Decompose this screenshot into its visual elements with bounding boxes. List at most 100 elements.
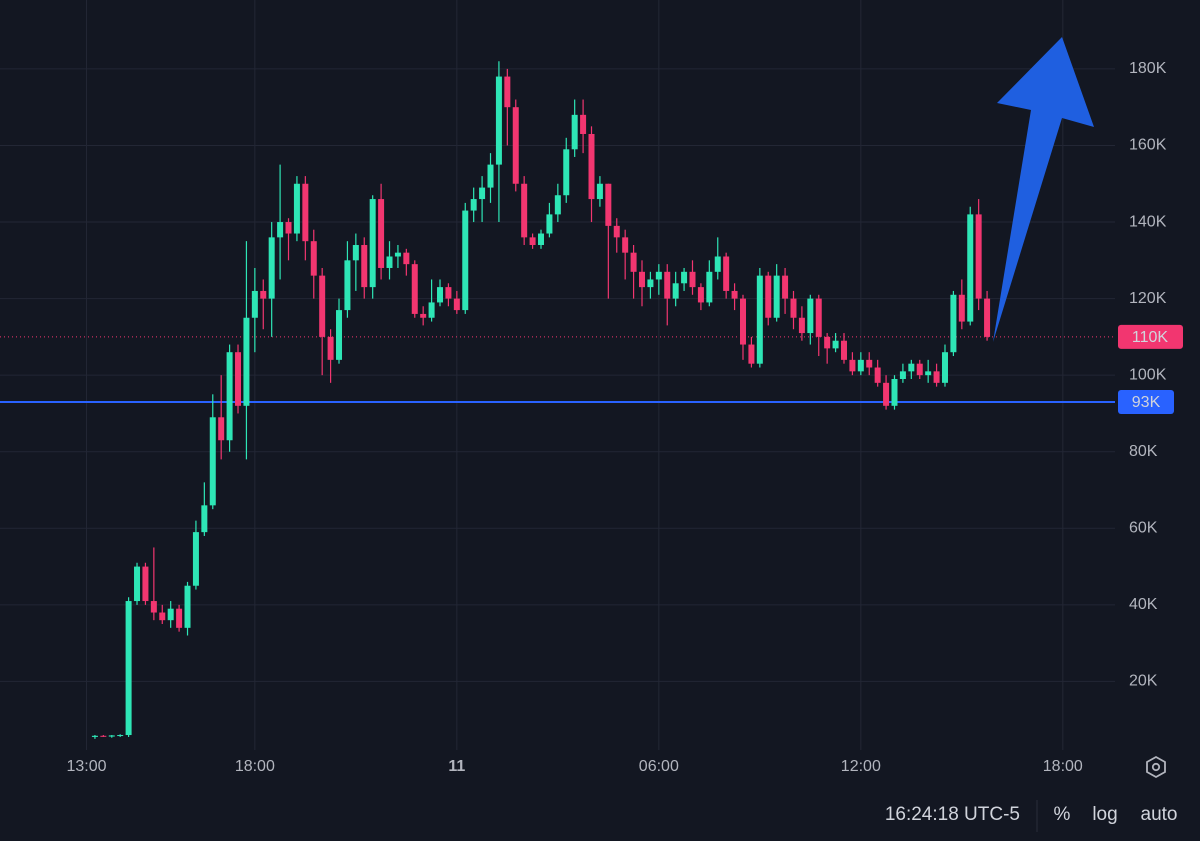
candle-body	[613, 225, 620, 238]
clock: 16:24:18 UTC-5	[885, 804, 1020, 825]
candle-body	[209, 417, 216, 506]
candle-body	[984, 298, 991, 337]
candle-body	[765, 275, 772, 318]
y-tick-label: 40K	[1129, 596, 1158, 613]
candle-body	[790, 298, 797, 318]
arrow-annotation	[993, 37, 1094, 342]
candle-body	[184, 585, 191, 628]
candle-body	[386, 256, 393, 268]
candle-body	[411, 264, 418, 314]
candle-body	[647, 279, 654, 288]
candle-body	[100, 735, 107, 737]
candle-body	[681, 271, 688, 284]
candle-body	[327, 336, 334, 360]
candle-body	[883, 382, 890, 406]
candle-body	[672, 283, 679, 299]
candle-body	[226, 352, 233, 441]
candle-body	[933, 371, 940, 383]
candle-body	[470, 199, 477, 211]
candle-body	[588, 133, 595, 200]
candle-body	[908, 363, 915, 372]
candle-body	[218, 417, 225, 441]
candle-body	[655, 271, 662, 280]
candle-body	[352, 245, 359, 261]
candle-body	[689, 271, 696, 288]
candle-body	[142, 566, 149, 602]
y-tick-label: 120K	[1129, 290, 1167, 307]
candle-body	[462, 210, 469, 311]
candle-body	[639, 271, 646, 288]
candle-body	[857, 359, 864, 372]
candle-body	[849, 359, 856, 372]
candle-body	[495, 76, 502, 165]
candle-body	[277, 222, 284, 238]
candle-body	[445, 287, 452, 299]
auto-button[interactable]: auto	[1141, 804, 1178, 825]
candle-body	[563, 149, 570, 196]
plot: 20K 40K 60K 80K 100K 120K 140K 160K 180K 13:00 18:…	[0, 0, 1167, 775]
settings-button[interactable]	[1146, 755, 1166, 779]
candle-body	[891, 379, 898, 406]
candle-body	[975, 214, 982, 299]
candle-body	[554, 195, 561, 215]
candle-body	[798, 317, 805, 334]
candle-body	[302, 183, 309, 242]
candle-body	[394, 252, 401, 257]
price-label-box	[1118, 324, 1183, 349]
candle-body	[739, 298, 746, 345]
candle-body	[378, 199, 385, 268]
candle-body	[546, 214, 553, 234]
x-tick-label: 18:00	[1043, 758, 1083, 775]
candle-body	[664, 271, 671, 299]
candle-body	[176, 608, 183, 628]
log-button[interactable]: log	[1092, 804, 1117, 825]
x-tick-label: 13:00	[66, 758, 106, 775]
candle-body	[336, 310, 343, 360]
candle-body	[235, 352, 242, 406]
candle-body	[260, 290, 267, 299]
candle-body	[293, 183, 300, 234]
candle-body	[815, 298, 822, 337]
candle-body	[580, 114, 587, 134]
candle-body	[807, 298, 814, 334]
candle-body	[201, 505, 208, 533]
candle-body	[420, 313, 427, 318]
candle-body	[958, 294, 965, 322]
candle-body	[899, 371, 906, 379]
candle-body	[117, 735, 124, 737]
y-tick-label: 100K	[1129, 366, 1167, 383]
candle-body	[916, 363, 923, 376]
candle-body	[437, 287, 444, 303]
candle-body	[134, 566, 141, 602]
price-label: 93K	[1132, 394, 1161, 411]
candle-body	[756, 275, 763, 364]
candle-body	[192, 532, 199, 586]
candle-body	[824, 336, 831, 349]
candle-body	[538, 233, 545, 246]
candle-body	[622, 237, 629, 253]
settings-icon-center	[1151, 762, 1161, 772]
candle-body	[697, 287, 704, 303]
candle-body	[840, 340, 847, 360]
candle-body	[925, 371, 932, 376]
price-label-box	[1118, 389, 1174, 414]
x-tick-label: 12:00	[841, 758, 881, 775]
y-tick-label: 60K	[1129, 520, 1158, 537]
candle-body	[571, 114, 578, 150]
y-tick-label: 140K	[1129, 213, 1167, 230]
candle-body	[344, 260, 351, 311]
candle-body	[453, 298, 460, 311]
candle-body	[723, 256, 730, 291]
candle-body	[285, 222, 292, 234]
percent-button[interactable]: %	[1054, 804, 1071, 825]
candle-body	[521, 183, 528, 238]
candle-body	[428, 302, 435, 318]
settings-icon	[1146, 755, 1166, 779]
candle-body	[866, 359, 873, 368]
candle-body	[268, 237, 275, 299]
candle-body	[714, 256, 721, 272]
candle-body	[319, 275, 326, 337]
candle-body	[403, 252, 410, 265]
candle-body	[748, 344, 755, 364]
